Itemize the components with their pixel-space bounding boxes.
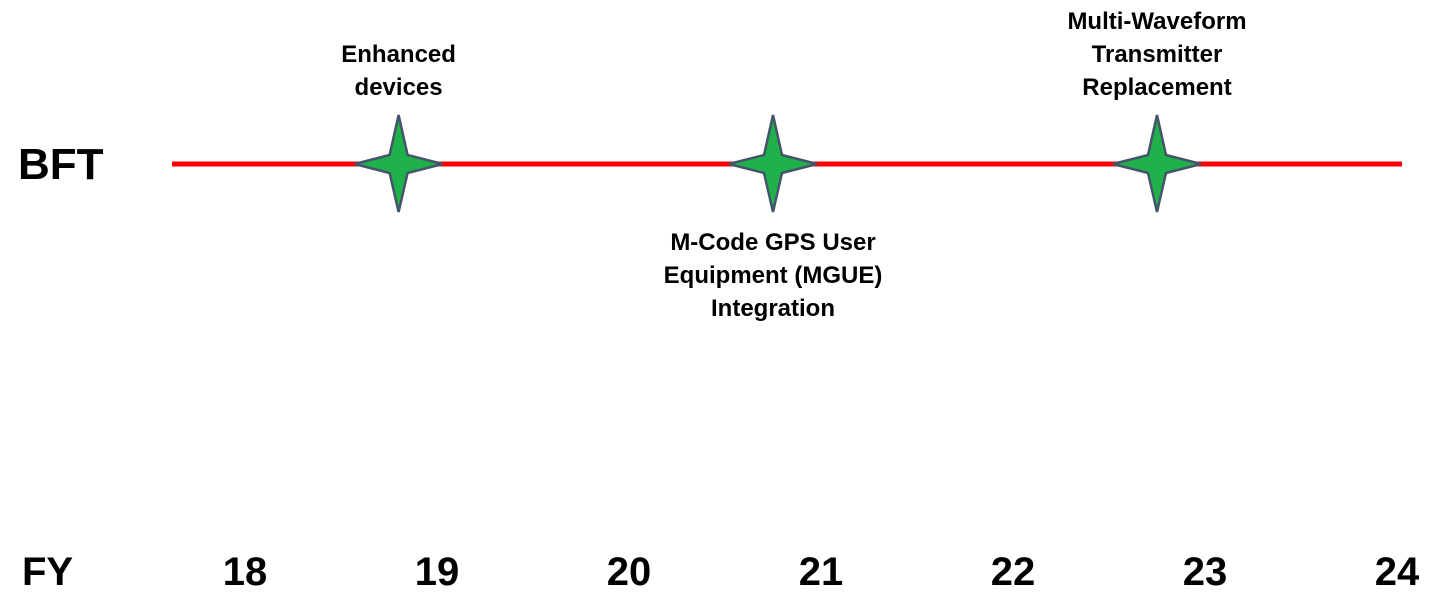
fy-tick-label: 21 (798, 550, 844, 594)
fy-tick-label: 19 (414, 550, 460, 594)
fy-tick-label: 23 (1182, 550, 1228, 594)
milestone-label: Multi-Waveform Transmitter Replacement (1067, 8, 1247, 101)
axis-label: FY (22, 550, 74, 594)
fy-tick-label: 22 (990, 550, 1036, 594)
milestone-star (728, 114, 818, 213)
milestone-star (354, 114, 443, 213)
milestone-label: Enhanced devices (341, 41, 456, 101)
milestone-label: M-Code GPS User Equipment (MGUE) Integra… (663, 229, 883, 322)
row-label: BFT (18, 140, 104, 189)
milestone-star (1112, 114, 1202, 213)
fy-tick-label: 20 (606, 550, 652, 594)
fy-tick-label: 24 (1374, 550, 1420, 594)
fy-tick-label: 18 (222, 550, 268, 594)
